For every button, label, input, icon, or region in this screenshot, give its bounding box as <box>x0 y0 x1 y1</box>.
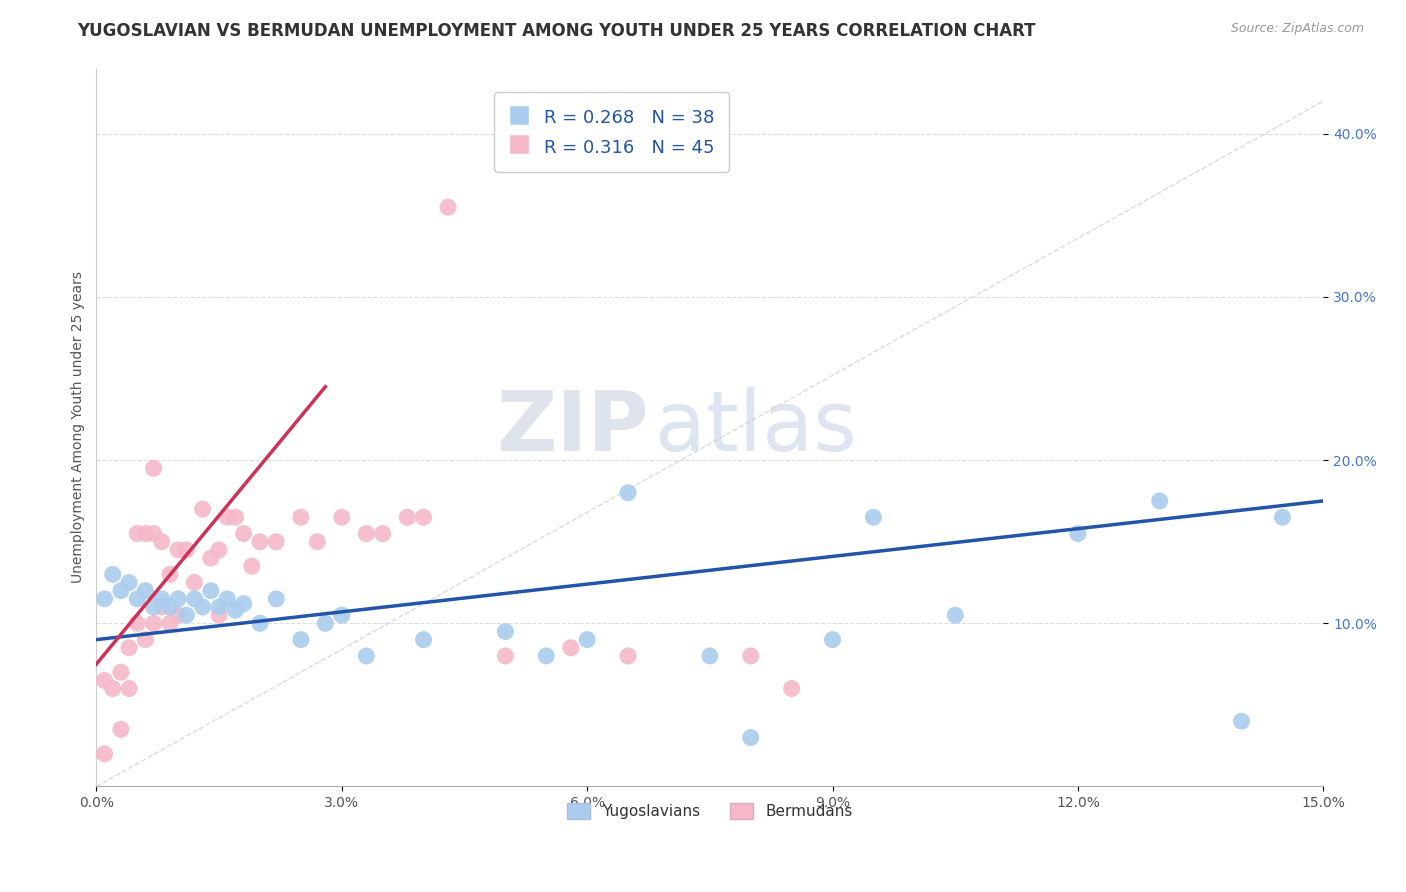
Point <box>101 567 124 582</box>
Point <box>142 616 165 631</box>
Point <box>217 591 239 606</box>
Text: ZIP: ZIP <box>496 387 648 468</box>
Point <box>142 461 165 475</box>
Point <box>159 567 181 582</box>
Point <box>127 616 149 631</box>
Point <box>159 616 181 631</box>
Point <box>167 608 190 623</box>
Point <box>330 510 353 524</box>
Point <box>1149 494 1171 508</box>
Point <box>200 551 222 566</box>
Point <box>232 597 254 611</box>
Point <box>266 591 288 606</box>
Point <box>142 526 165 541</box>
Point <box>240 559 263 574</box>
Point <box>176 542 198 557</box>
Point <box>290 510 312 524</box>
Point <box>93 673 115 688</box>
Point <box>232 526 254 541</box>
Point <box>93 747 115 761</box>
Point <box>437 200 460 214</box>
Point <box>396 510 419 524</box>
Point <box>142 599 165 614</box>
Point <box>191 502 214 516</box>
Point <box>183 591 205 606</box>
Point <box>780 681 803 696</box>
Y-axis label: Unemployment Among Youth under 25 years: Unemployment Among Youth under 25 years <box>72 271 86 583</box>
Point <box>1230 714 1253 729</box>
Point <box>167 591 190 606</box>
Point <box>134 583 156 598</box>
Point <box>617 485 640 500</box>
Point <box>101 681 124 696</box>
Text: atlas: atlas <box>655 387 856 468</box>
Point <box>167 542 190 557</box>
Point <box>93 591 115 606</box>
Point <box>560 640 582 655</box>
Point <box>183 575 205 590</box>
Point <box>110 665 132 680</box>
Point <box>150 591 173 606</box>
Text: Source: ZipAtlas.com: Source: ZipAtlas.com <box>1230 22 1364 36</box>
Point <box>356 526 378 541</box>
Point <box>862 510 884 524</box>
Point <box>118 681 141 696</box>
Point <box>208 608 231 623</box>
Point <box>536 648 558 663</box>
Point <box>208 542 231 557</box>
Point <box>249 616 271 631</box>
Point <box>150 534 173 549</box>
Point <box>576 632 599 647</box>
Point <box>134 632 156 647</box>
Point <box>1271 510 1294 524</box>
Point <box>412 510 434 524</box>
Point <box>617 648 640 663</box>
Point <box>110 723 132 737</box>
Point <box>412 632 434 647</box>
Point <box>821 632 844 647</box>
Point <box>224 603 246 617</box>
Point <box>1067 526 1090 541</box>
Point <box>200 583 222 598</box>
Point <box>330 608 353 623</box>
Point <box>110 583 132 598</box>
Point <box>249 534 271 549</box>
Point <box>217 510 239 524</box>
Point <box>118 575 141 590</box>
Point <box>150 599 173 614</box>
Point <box>208 599 231 614</box>
Point <box>740 731 762 745</box>
Point <box>134 526 156 541</box>
Point <box>494 648 516 663</box>
Point <box>371 526 394 541</box>
Point <box>224 510 246 524</box>
Point <box>118 640 141 655</box>
Point <box>290 632 312 647</box>
Point <box>127 526 149 541</box>
Point <box>699 648 721 663</box>
Point <box>266 534 288 549</box>
Point <box>127 591 149 606</box>
Legend: Yugoslavians, Bermudans: Yugoslavians, Bermudans <box>561 797 859 825</box>
Point <box>943 608 966 623</box>
Point <box>176 608 198 623</box>
Point <box>494 624 516 639</box>
Text: YUGOSLAVIAN VS BERMUDAN UNEMPLOYMENT AMONG YOUTH UNDER 25 YEARS CORRELATION CHAR: YUGOSLAVIAN VS BERMUDAN UNEMPLOYMENT AMO… <box>77 22 1036 40</box>
Point <box>159 599 181 614</box>
Point <box>307 534 329 549</box>
Point <box>191 599 214 614</box>
Point <box>356 648 378 663</box>
Point <box>740 648 762 663</box>
Point <box>314 616 336 631</box>
